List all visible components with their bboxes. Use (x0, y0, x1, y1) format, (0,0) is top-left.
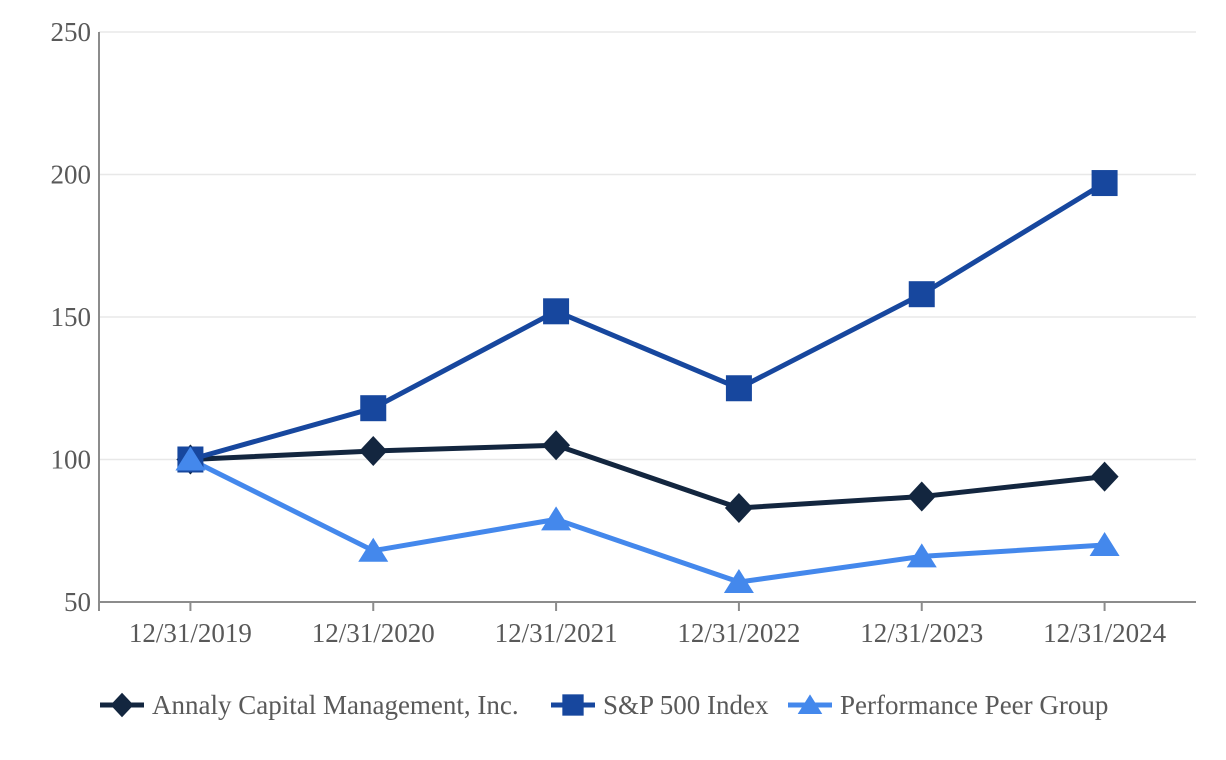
svg-text:12/31/2020: 12/31/2020 (312, 618, 435, 648)
svg-text:100: 100 (51, 445, 92, 475)
svg-text:150: 150 (51, 302, 92, 332)
triangle-marker-icon (788, 694, 832, 715)
svg-text:250: 250 (51, 17, 92, 47)
diamond-marker-icon (100, 692, 144, 718)
svg-text:200: 200 (51, 160, 92, 190)
chart-legend: Annaly Capital Management, Inc. S&P 500 … (0, 678, 1226, 732)
svg-text:12/31/2024: 12/31/2024 (1043, 618, 1167, 648)
legend-item-annaly: Annaly Capital Management, Inc. (100, 678, 519, 732)
svg-text:12/31/2023: 12/31/2023 (860, 618, 983, 648)
svg-text:12/31/2021: 12/31/2021 (495, 618, 618, 648)
svg-text:12/31/2019: 12/31/2019 (129, 618, 252, 648)
legend-item-peer-group: Performance Peer Group (788, 678, 1108, 732)
legend-item-sp500: S&P 500 Index (551, 678, 769, 732)
square-marker-icon (551, 694, 595, 716)
svg-text:12/31/2022: 12/31/2022 (677, 618, 800, 648)
legend-label-sp500: S&P 500 Index (603, 690, 769, 720)
svg-text:50: 50 (64, 587, 91, 617)
legend-label-peer-group: Performance Peer Group (840, 690, 1109, 720)
legend-label-annaly: Annaly Capital Management, Inc. (152, 690, 519, 720)
